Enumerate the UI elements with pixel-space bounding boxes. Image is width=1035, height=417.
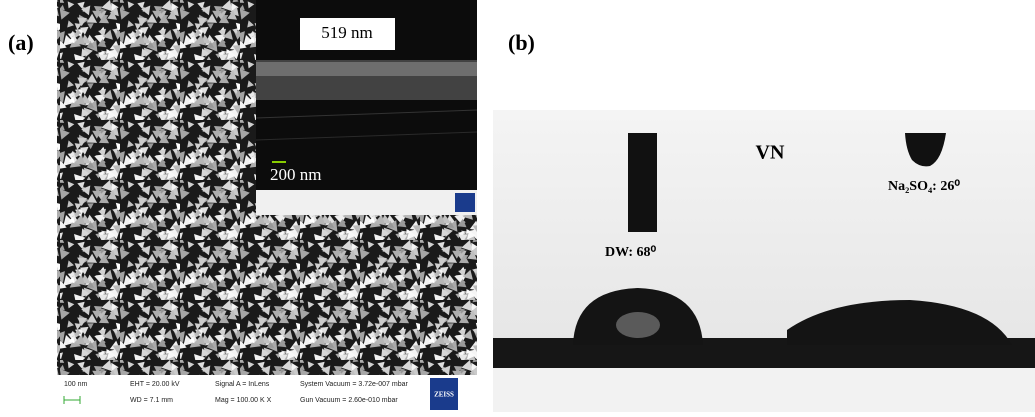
inset-scale: 200 nm <box>270 165 321 184</box>
inset: 519 nm 200 nm <box>255 0 478 215</box>
footer-text: Signal A = InLens <box>215 381 270 388</box>
dw-angle: DW: 68⁰ <box>605 245 657 260</box>
footer-scale: 100 nm <box>64 381 88 388</box>
footer-text: EHT = 20.00 kV <box>130 381 180 388</box>
footer-text: Gun Vacuum = 2.60e-010 mbar <box>300 397 398 404</box>
sem-footer: 100 nm EHT = 20.00 kV WD = 7.1 mm Signal… <box>63 378 458 410</box>
logo: ZEISS <box>434 391 454 399</box>
footer-text: WD = 7.1 mm <box>130 397 173 404</box>
inset-thickness: 519 nm <box>321 23 372 42</box>
na2so4-angle: Na₂SO₄: 26⁰ <box>888 179 960 194</box>
footer-text: Mag = 100.00 K X <box>215 397 272 404</box>
material-label: VN <box>756 142 785 164</box>
footer-text: System Vacuum = 3.72e-007 mbar <box>300 381 409 388</box>
contact-angle-image <box>493 110 1035 412</box>
panel-label: (a) <box>8 30 34 55</box>
panel-label: (b) <box>508 30 535 55</box>
